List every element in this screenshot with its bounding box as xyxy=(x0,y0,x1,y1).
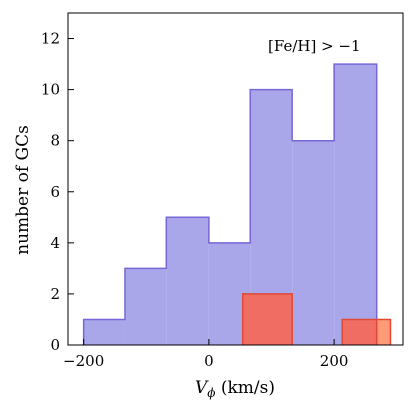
y-axis-title: number of GCs xyxy=(13,125,33,255)
y-tick-label: 12 xyxy=(41,30,60,48)
histogram-bar-series1-1 xyxy=(124,268,167,345)
bars-layer xyxy=(82,63,392,346)
y-tick-label: 10 xyxy=(41,81,60,99)
x-tick-label: −200 xyxy=(63,352,104,370)
histogram-bar-series1-5 xyxy=(292,140,335,345)
histogram-outline-series1 xyxy=(82,63,378,345)
histogram-bar-series2-1 xyxy=(342,319,377,345)
y-tick-label: 6 xyxy=(50,183,60,201)
histogram-bar-series1-6 xyxy=(334,64,377,346)
x-tick-label: 0 xyxy=(204,352,214,370)
y-tick-label: 0 xyxy=(50,336,60,354)
histogram-bar-series1-2 xyxy=(166,217,209,345)
histogram-bar-series1-0 xyxy=(83,319,125,345)
x-tick-label: 200 xyxy=(320,352,349,370)
histogram-outline-series2 xyxy=(241,293,392,345)
plot-frame xyxy=(67,12,404,346)
x-axis-title: Vϕ (km/s) xyxy=(195,378,275,400)
histogram-bar-series2-2 xyxy=(376,319,391,345)
y-tick-label: 2 xyxy=(50,285,60,303)
y-tick-label: 4 xyxy=(50,234,60,252)
y-tick-label: 8 xyxy=(50,132,60,150)
histogram-bar-series2-0 xyxy=(242,293,293,345)
metallicity-annotation: [Fe/H] > −1 xyxy=(268,37,361,55)
